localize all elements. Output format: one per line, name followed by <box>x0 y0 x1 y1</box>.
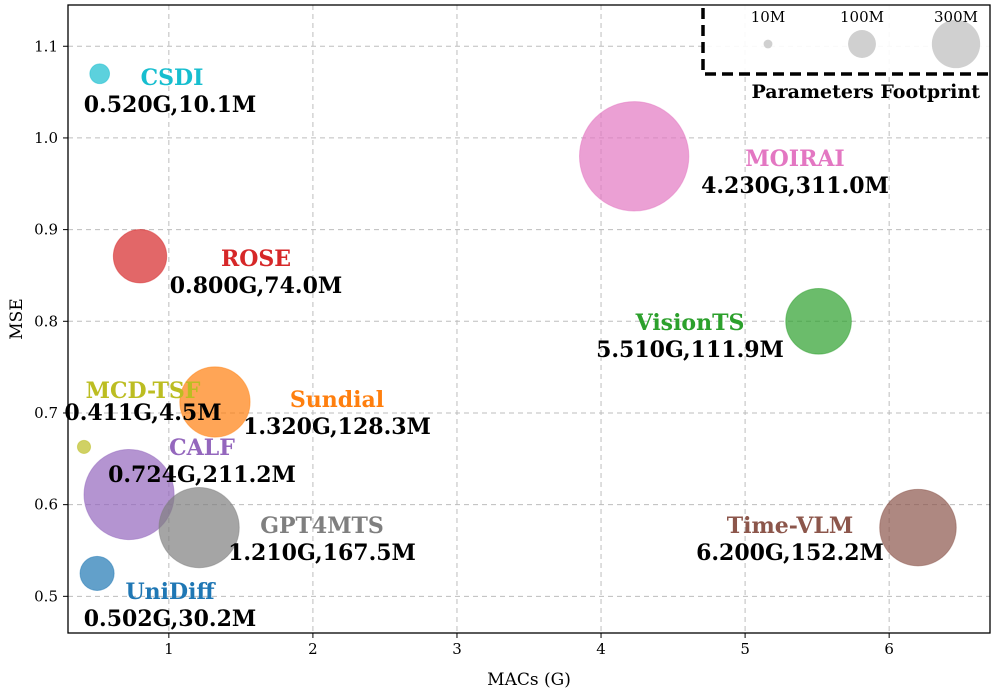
bubbles <box>76 63 957 591</box>
x-tick-label: 6 <box>884 640 894 658</box>
y-tick-label: 1.1 <box>34 37 58 55</box>
y-tick-label: 0.9 <box>34 221 58 239</box>
label-stats-csdi: 0.520G,10.1M <box>84 92 257 118</box>
y-axis-label: MSE <box>7 298 27 339</box>
plot-frame <box>67 4 991 634</box>
label-stats-gpt4mts: 1.210G,167.5M <box>228 540 416 566</box>
bubble-csdi <box>89 63 111 85</box>
axis-ticks: 1 2 3 4 5 6 0.5 0.6 0.7 0.8 0.9 1.0 1.1 <box>34 37 894 658</box>
label-name-mcd-tsf: MCD-TSF <box>86 378 201 404</box>
label-stats-time-vlm: 6.200G,152.2M <box>696 540 884 566</box>
bubble-labels: CSDI0.520G,10.1MMOIRAI4.230G,311.0MROSE0… <box>64 65 888 632</box>
label-name-rose: ROSE <box>221 246 291 272</box>
label-stats-calf: 0.724G,211.2M <box>108 462 296 488</box>
bubble-gpt4mts <box>158 486 240 569</box>
label-name-csdi: CSDI <box>141 65 204 91</box>
legend-bubble-300m <box>931 19 981 69</box>
y-tick-label: 0.5 <box>34 587 58 605</box>
label-stats-visionts: 5.510G,111.9M <box>596 337 784 363</box>
bubble-calf <box>83 449 175 541</box>
label-name-calf: CALF <box>169 435 235 461</box>
bubble-mcd-tsf <box>76 439 92 454</box>
legend-title: Parameters Footprint <box>752 81 981 103</box>
bubble-rose <box>112 229 168 284</box>
label-name-moirai: MOIRAI <box>745 146 844 172</box>
legend-bubble-10m <box>763 39 773 49</box>
label-name-gpt4mts: GPT4MTS <box>260 513 384 539</box>
bubble-unidiff <box>79 555 115 591</box>
y-tick-label: 0.7 <box>34 404 58 422</box>
legend-size-label: 10M <box>751 8 785 26</box>
x-tick-label: 2 <box>308 640 318 658</box>
y-tick-label: 1.0 <box>34 129 58 147</box>
x-tick-label: 5 <box>740 640 750 658</box>
label-name-sundial: Sundial <box>290 387 384 413</box>
bubble-time-vlm <box>879 488 957 567</box>
legend-size-label: 300M <box>934 8 978 26</box>
y-tick-label: 0.6 <box>34 496 58 514</box>
legend-border <box>701 8 990 76</box>
legend-size-label: 100M <box>840 8 884 26</box>
y-tick-label: 0.8 <box>34 312 58 330</box>
label-stats-unidiff: 0.502G,30.2M <box>84 606 257 632</box>
x-tick-label: 4 <box>596 640 606 658</box>
label-stats-sundial: 1.320G,128.3M <box>243 414 431 440</box>
legend-bubble-100m <box>848 30 876 58</box>
x-tick-label: 1 <box>164 640 174 658</box>
bubble-visionts <box>785 287 852 355</box>
label-stats-moirai: 4.230G,311.0M <box>701 173 889 199</box>
label-name-unidiff: UniDiff <box>125 579 216 605</box>
label-stats-rose: 0.800G,74.0M <box>170 273 343 299</box>
label-name-time-vlm: Time-VLM <box>727 513 853 539</box>
label-name-visionts: VisionTS <box>635 310 745 336</box>
label-stats-mcd-tsf: 0.411G,4.5M <box>64 400 221 426</box>
x-axis-label: MACs (G) <box>487 670 571 690</box>
x-tick-label: 3 <box>452 640 462 658</box>
size-legend: 10M 100M 300M Parameters Footprint <box>701 5 990 103</box>
bubble-sundial <box>179 366 251 438</box>
bubble-moirai <box>578 101 690 212</box>
